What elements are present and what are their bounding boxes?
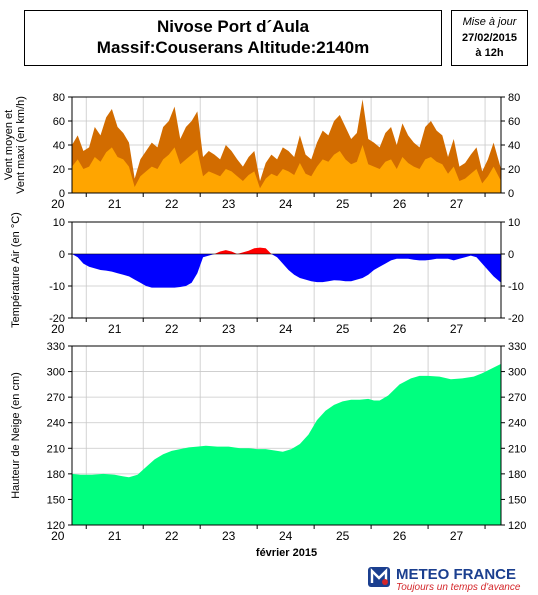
y-tick-label: -10	[508, 281, 524, 293]
x-tick-label: 25	[336, 197, 350, 211]
y-tick-label: 40	[508, 140, 520, 152]
y-tick-label: 120	[47, 520, 65, 532]
snow-depth-area	[72, 363, 501, 525]
y-tick-label: 120	[508, 520, 526, 532]
brand-tagline: Toujours un temps d'avance	[396, 582, 521, 593]
y-tick-label: 10	[53, 217, 65, 229]
panel-frame	[71, 345, 502, 526]
x-tick-label: 22	[165, 197, 179, 211]
y-axis-label: Hauteur de Neige (en cm)	[10, 372, 22, 499]
y-tick-label: 150	[47, 494, 65, 506]
y-tick-label: 210	[47, 443, 65, 455]
y-tick-label: 0	[508, 188, 514, 200]
x-tick-label: 20	[51, 529, 65, 543]
y-tick-label: 60	[53, 116, 65, 128]
y-tick-label: 210	[508, 443, 526, 455]
station-title: Nivose Port d´Aula	[156, 17, 310, 36]
y-axis-label: Température Air (en °C)	[10, 212, 22, 328]
y-tick-label: 60	[508, 116, 520, 128]
x-tick-label: 25	[336, 322, 350, 336]
y-axis-label: Vent moyen et	[3, 110, 15, 180]
x-tick-label: 22	[165, 529, 179, 543]
x-axis-label: février 2015	[256, 547, 317, 559]
title-box: Nivose Port d´Aula Massif:Couserans Alti…	[24, 10, 442, 66]
x-tick-label: 22	[165, 322, 179, 336]
x-tick-label: 21	[108, 322, 122, 336]
x-tick-label: 24	[279, 529, 293, 543]
x-tick-label: 25	[336, 529, 350, 543]
x-tick-label: 24	[279, 197, 293, 211]
y-tick-label: 330	[508, 341, 526, 353]
y-tick-label: 240	[47, 418, 65, 430]
x-tick-label: 23	[222, 197, 236, 211]
y-tick-label: 150	[508, 494, 526, 506]
temperature-negative-area	[72, 254, 501, 288]
panel-frame	[71, 221, 502, 319]
y-tick-label: 0	[59, 188, 65, 200]
y-tick-label: 300	[47, 367, 65, 379]
brand-name: METEO FRANCE	[396, 566, 516, 583]
meteo-france-logo: METEO FRANCE Toujours un temps d'avance	[368, 566, 534, 594]
y-tick-label: 240	[508, 418, 526, 430]
meteo-france-logo-icon	[368, 567, 390, 587]
update-date: 27/02/2015	[461, 32, 518, 44]
update-time: à 12h	[475, 47, 504, 59]
x-tick-label: 21	[108, 197, 122, 211]
y-axis-label: Vent maxi (en km/h)	[15, 96, 27, 194]
y-tick-label: 0	[508, 249, 514, 261]
y-tick-label: 0	[59, 249, 65, 261]
temperature-positive-area	[72, 247, 501, 254]
massif-altitude-title: Massif:Couserans Altitude:2140m	[96, 38, 370, 57]
update-box: Mise à jour 27/02/2015 à 12h	[451, 10, 528, 66]
y-tick-label: 270	[47, 392, 65, 404]
x-tick-label: 27	[450, 529, 464, 543]
x-tick-label: 26	[393, 322, 407, 336]
y-tick-label: 80	[53, 92, 65, 104]
x-tick-label: 20	[51, 197, 65, 211]
x-tick-label: 26	[393, 529, 407, 543]
x-tick-label: 23	[222, 529, 236, 543]
x-tick-label: 20	[51, 322, 65, 336]
y-tick-label: 180	[508, 469, 526, 481]
y-tick-label: -20	[49, 313, 65, 325]
x-tick-label: 24	[279, 322, 293, 336]
x-tick-label: 27	[450, 197, 464, 211]
y-tick-label: -20	[508, 313, 524, 325]
y-tick-label: 40	[53, 140, 65, 152]
wind-mean-area	[72, 145, 501, 193]
y-tick-label: 10	[508, 217, 520, 229]
x-tick-label: 21	[108, 529, 122, 543]
x-tick-label: 23	[222, 322, 236, 336]
y-tick-label: 300	[508, 367, 526, 379]
y-tick-label: 20	[508, 164, 520, 176]
x-tick-label: 27	[450, 322, 464, 336]
update-label: Mise à jour	[462, 16, 517, 28]
x-tick-label: 26	[393, 197, 407, 211]
y-tick-label: 80	[508, 92, 520, 104]
y-tick-label: 20	[53, 164, 65, 176]
y-tick-label: 180	[47, 469, 65, 481]
y-tick-label: 330	[47, 341, 65, 353]
y-tick-label: -10	[49, 281, 65, 293]
y-tick-label: 270	[508, 392, 526, 404]
